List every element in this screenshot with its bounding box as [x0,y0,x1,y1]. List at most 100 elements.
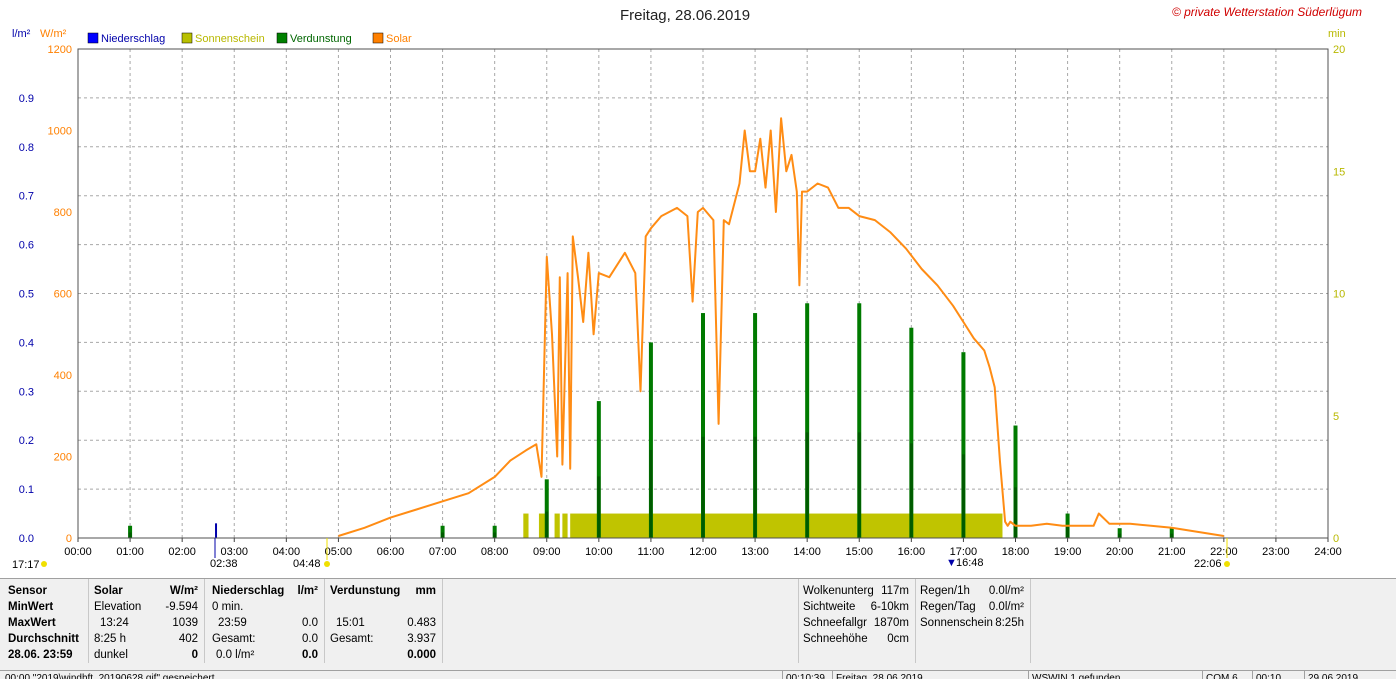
x-tick-label: 06:00 [377,546,405,558]
x-tick-label: 18:00 [1002,546,1030,558]
sunshine-tick-label: 0 [1333,533,1339,545]
precip-tick-label: 0.7 [19,191,34,203]
cloudbase-value: 117m [881,585,909,597]
unit-solar: W/m² [40,28,67,40]
solar-avg-value: 402 [178,633,198,645]
marker-sunrise: 04:48 [293,558,321,570]
precip-total-label: Gesamt: [212,633,256,645]
visibility-value: 6-10km [870,601,909,613]
status-bar: 00:00 "2019\windhft_20190628.gif" gespei… [0,670,1396,679]
rain-1h-label: Regen/1h [920,585,970,597]
evaporation-bar [128,525,133,538]
x-tick-label: 04:00 [273,546,301,558]
sunshine-tick-label: 10 [1333,289,1345,301]
status-date2: 29.06.2019 [1304,671,1396,679]
precip-axis-ticks: 0.0 0.1 0.2 0.3 0.4 0.5 0.6 0.7 0.8 0.9 [19,93,34,545]
evaporation-bar [648,342,653,538]
sunshine-tick-label: 15 [1333,166,1345,178]
sunshine-bar [570,513,1003,538]
sensor-date: 28.06. 23:59 [8,649,73,661]
solar-max-value: 1039 [172,617,198,629]
rain-1h-value: 0.0l/m² [988,585,1024,597]
x-tick-label: 08:00 [481,546,509,558]
visibility-label: Sichtweite [803,601,856,613]
legend-swatch-solar [372,32,384,44]
marker-prev: 17:17 [12,559,40,571]
evaporation-bar-inner [441,532,445,538]
evaporation-bar [1013,425,1018,538]
x-tick-label: 11:00 [638,546,665,558]
x-tick-label: 12:00 [689,546,717,558]
x-tick-label: 16:00 [898,546,926,558]
solar-tick-label: 1000 [48,126,72,138]
status-clock: 00:10 [1252,671,1302,679]
solar-axis-ticks: 0 200 400 600 800 1000 1200 [48,44,72,545]
evaporation-bar-inner [649,449,653,538]
solar-unit: W/m² [169,585,198,597]
solar-tick-label: 1200 [48,44,72,56]
evaporation-bar [805,303,810,538]
evaporation-bar-inner [753,436,757,538]
legend-label-solar: Solar [386,33,412,45]
sunshine-bars [523,513,1003,538]
x-tick-label: 09:00 [533,546,561,558]
solar-tick-label: 800 [54,207,72,219]
marker-dot-sunrise [324,561,330,567]
x-tick-label: 15:00 [845,546,873,558]
solar-max-label: 13:24 [100,617,129,629]
status-device: WSWIN 1 gefunden [1028,671,1200,679]
solar-last-label: dunkel [94,649,128,661]
sensor-avg: Durchschnitt [8,633,79,645]
sunshine-label: Sonnenschein [920,617,993,629]
plot-frame [77,48,1329,539]
precip-tick-label: 0.3 [19,386,34,398]
evaporation-bar-inner [493,532,497,538]
solar-tick-label: 600 [54,289,72,301]
evaporation-bar [596,401,601,538]
precip-min-label: 0 min. [212,601,244,613]
sensor-min: MinWert [8,601,54,613]
unit-precip: l/m² [12,28,31,40]
precip-max-label: 23:59 [218,617,247,629]
sunshine-bar [562,513,568,538]
solar-tick-label: 0 [66,533,72,545]
legend-item-sonnenschein: Sonnenschein [181,32,265,45]
precipitation-bar [215,523,218,538]
x-tick-label: 21:00 [1158,546,1186,558]
sunshine-tick-label: 5 [1333,411,1339,423]
precip-tick-label: 0.1 [19,484,34,496]
evap-unit: mm [415,585,436,597]
legend-item-verdunstung: Verdunstung [276,32,352,45]
status-time: 00:10:39 [782,671,832,679]
weather-chart: Freitag, 28.06.2019 © private Wetterstat… [12,5,1362,571]
x-axis-ticks: 00:00 01:00 02:00 03:00 04:00 05:00 06:00 07:00… [64,538,1342,558]
x-tick-label: 05:00 [325,546,353,558]
evaporation-bar [909,327,914,538]
legend-label-niederschlag: Niederschlag [101,33,165,45]
info-col-sensor: Sensor MinWert MaxWert Durchschnitt 28.0… [0,579,89,663]
precip-last-value: 0.0 [302,649,318,661]
legend-swatch-sonnenschein [181,32,193,44]
sunshine-bar [523,513,529,538]
sensor-header: Sensor [8,585,47,597]
info-col-solar: Solar W/m² Elevation -9.594 13:24 1039 8… [88,579,205,663]
solar-avg-label: 8:25 h [94,633,126,645]
marker-sunset: 22:06 [1194,558,1222,570]
status-port: COM 6 [1202,671,1250,679]
evaporation-bar [701,313,705,538]
evaporation-bar [1169,528,1174,538]
legend-label-verdunstung: Verdunstung [290,33,352,45]
solar-line [338,117,1224,537]
snowdepth-value: 0cm [887,633,909,645]
evaporation-bar [961,352,966,538]
solar-tick-label: 400 [54,370,72,382]
evaporation-bar [1117,528,1122,538]
evaporation-bar-inner [545,511,549,538]
time-markers: 17:17 02:38 04:48 ▼ 16:48 22:06 [12,538,1230,571]
precip-tick-label: 0.6 [19,240,34,252]
solar-header: Solar [94,585,123,597]
evaporation-bar [857,303,862,538]
evaporation-bar [753,313,758,538]
marker-dot-prev [41,561,47,567]
legend-swatch-verdunstung [276,32,288,44]
